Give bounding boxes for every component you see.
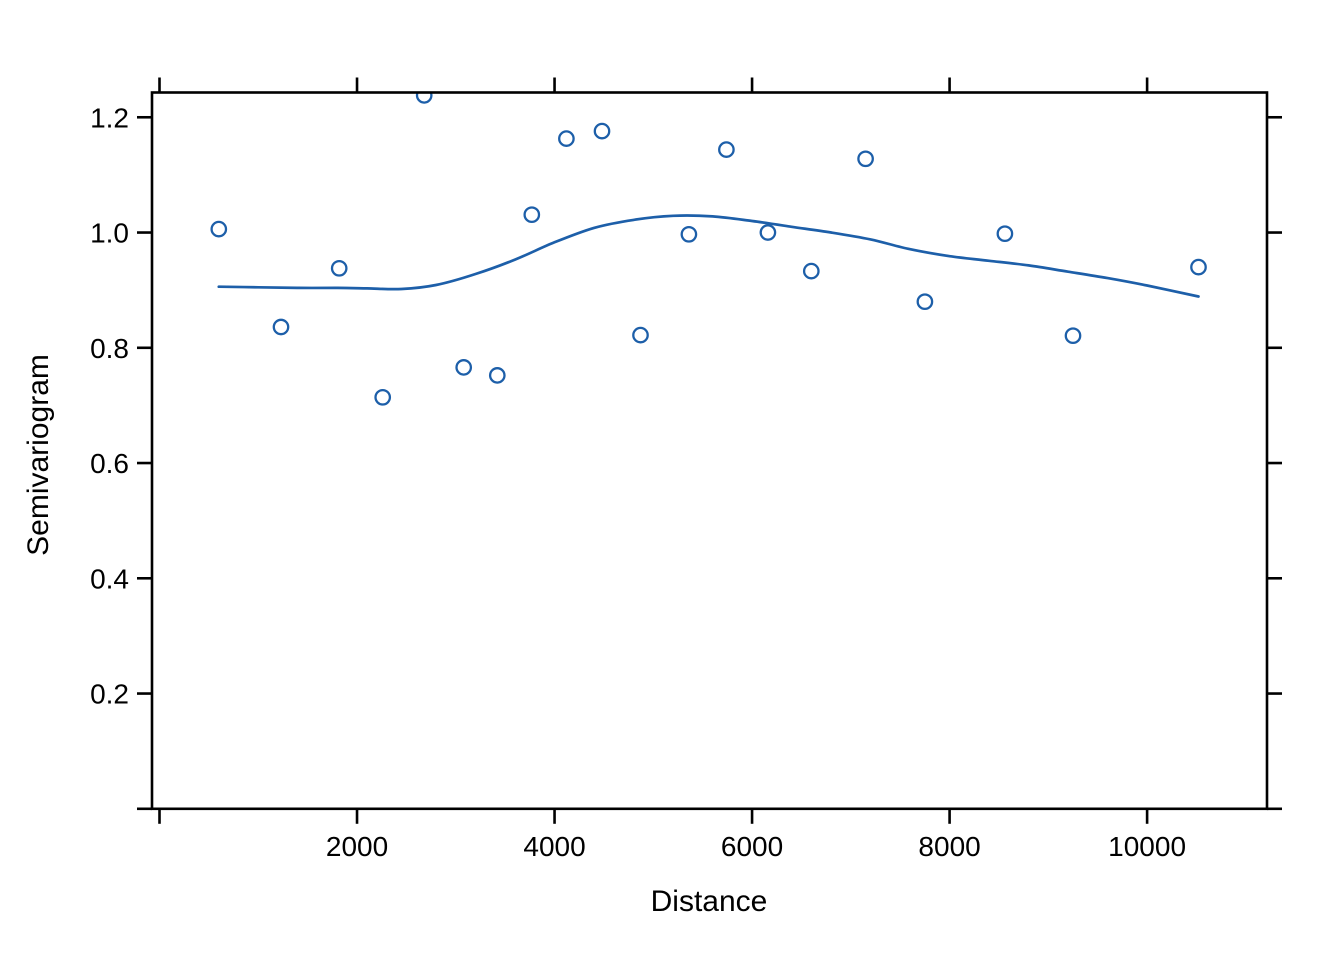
- data-point: [330, 259, 348, 277]
- data-point: [996, 225, 1014, 243]
- x-axis-title: Distance: [651, 885, 768, 918]
- plot-panel-border: [150, 91, 1269, 811]
- data-point: [455, 359, 473, 376]
- plot-data-layer: [210, 92, 1207, 406]
- data-point: [802, 262, 820, 280]
- data-point: [593, 122, 611, 140]
- x-tick-label: 8000: [918, 831, 980, 862]
- data-point: [718, 141, 735, 158]
- data-point: [488, 367, 506, 384]
- y-axis-title: Semivariogram: [22, 354, 55, 556]
- data-point: [759, 224, 777, 241]
- x-tick-label: 6000: [721, 831, 783, 862]
- loess-smooth-line: [217, 214, 1200, 298]
- data-point: [1190, 258, 1207, 276]
- data-point: [1064, 327, 1082, 345]
- x-tick-label: 4000: [523, 831, 585, 862]
- y-tick-label: 1.0: [90, 218, 129, 249]
- x-tick-label: 2000: [326, 831, 388, 862]
- y-tick-label: 1.2: [90, 102, 129, 133]
- data-point: [632, 326, 649, 344]
- data-point: [272, 318, 290, 336]
- data-point: [415, 92, 433, 104]
- data-point: [523, 206, 541, 224]
- data-point: [857, 150, 874, 168]
- data-point: [680, 225, 698, 243]
- y-tick-label: 0.2: [90, 679, 129, 710]
- data-point: [210, 220, 228, 238]
- data-point: [558, 130, 575, 147]
- data-point: [916, 293, 934, 311]
- x-tick-label: 10000: [1108, 831, 1186, 862]
- axes-layer: 2000 4000 6000 8000 10000 0.2 0.4 0.6 0.8 1.0 1.2: [90, 77, 1282, 862]
- y-tick-label: 0.6: [90, 448, 129, 479]
- y-tick-label: 0.8: [90, 333, 129, 364]
- data-point: [374, 388, 392, 406]
- y-tick-label: 0.4: [90, 563, 129, 594]
